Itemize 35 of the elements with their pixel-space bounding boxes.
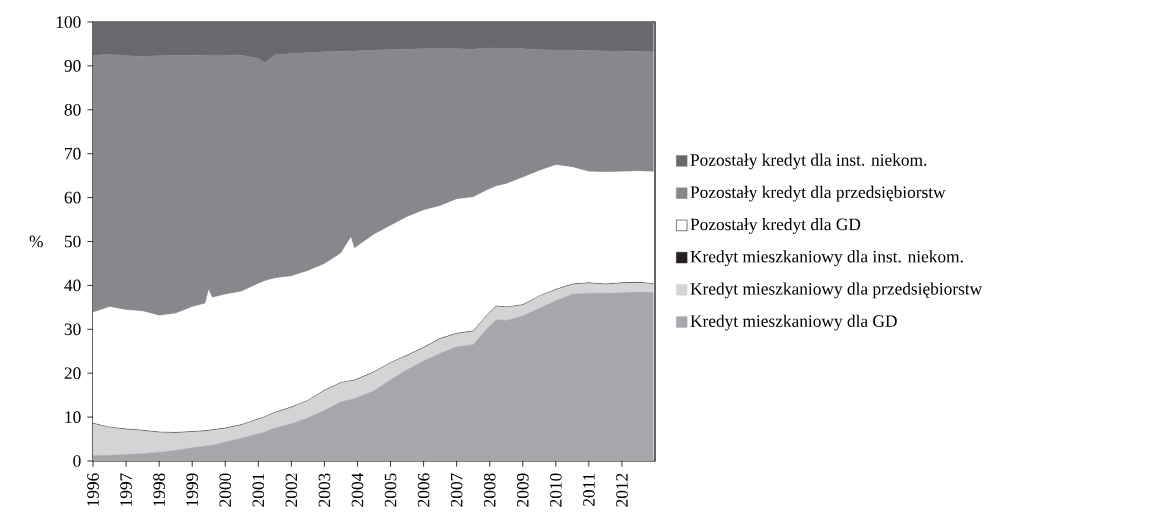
x-tick-label: 2012 xyxy=(616,473,628,507)
x-tick-label: 2007 xyxy=(450,473,463,507)
x-tick-label: 1996 xyxy=(87,473,99,506)
x-tick-label: 2006 xyxy=(417,473,430,507)
y-tick-label: 60 xyxy=(64,191,81,204)
legend-label: Pozostały kredyt dla GD xyxy=(690,218,861,234)
x-tick-label: 1997 xyxy=(120,473,132,506)
x-tick-label: 2003 xyxy=(318,473,331,507)
y-tick-label: 90 xyxy=(64,60,81,72)
y-tick-label: 10 xyxy=(65,411,81,423)
x-tick-label: 2009 xyxy=(516,473,529,507)
x-tick-label: 2011 xyxy=(583,473,595,506)
y-tick-label: 70 xyxy=(65,147,81,160)
y-tick-label: 50 xyxy=(64,235,81,248)
y-axis-title: % xyxy=(29,235,43,248)
x-tick-label: 1998 xyxy=(153,473,165,506)
x-tick-label: 2000 xyxy=(219,473,232,507)
legend-label: Kredyt mieszkaniowy dla inst. niekom. xyxy=(690,250,963,267)
y-tick-label: 80 xyxy=(64,103,81,116)
x-tick-label: 2005 xyxy=(384,473,397,507)
x-tick-label: 2004 xyxy=(351,472,364,507)
y-tick-label: 30 xyxy=(64,323,81,336)
legend-label: Kredyt mieszkaniowy dla GD xyxy=(690,314,897,331)
x-tick-label: 1999 xyxy=(186,473,199,506)
x-tick-label: 2002 xyxy=(285,473,298,507)
legend-label: Pozostały kredyt dla inst. niekom. xyxy=(690,153,927,170)
legend-label: Kredyt mieszkaniowy dla przedsiębiorstw xyxy=(690,282,983,299)
x-tick-label: 2008 xyxy=(483,473,496,507)
y-tick-label: 20 xyxy=(64,367,81,380)
y-tick-label: 100 xyxy=(56,16,81,28)
legend-label: Pozostały kredyt dla przedsiębiorstw xyxy=(690,185,946,202)
y-tick-label: 40 xyxy=(64,279,81,292)
x-tick-label: 2001 xyxy=(252,473,265,507)
y-tick-label: 0 xyxy=(73,455,81,467)
x-tick-label: 2010 xyxy=(549,473,562,507)
